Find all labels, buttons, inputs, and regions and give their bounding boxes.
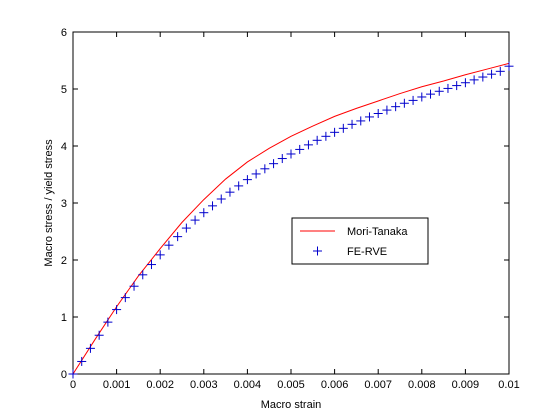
x-tick-label: 0.006 bbox=[321, 379, 349, 391]
legend-box bbox=[291, 217, 429, 265]
y-tick-label: 3 bbox=[61, 198, 67, 210]
data-point-fe-rve bbox=[181, 223, 191, 233]
x-axis-ticks: 0 0.001 0.002 0.003 0.004 0.005 0.006 0.007 0.00… bbox=[70, 32, 520, 391]
legend: Mori-Tanaka FE-RVE bbox=[291, 217, 429, 265]
data-point-fe-rve bbox=[495, 66, 505, 76]
legend-label-fe-rve: FE-RVE bbox=[347, 246, 387, 258]
data-point-fe-rve bbox=[146, 260, 156, 270]
data-point-fe-rve bbox=[277, 154, 287, 164]
data-point-fe-rve bbox=[286, 149, 296, 159]
y-tick-label: 6 bbox=[61, 27, 67, 39]
data-point-fe-rve bbox=[138, 270, 148, 280]
data-point-fe-rve bbox=[487, 69, 497, 79]
data-point-fe-rve bbox=[434, 86, 444, 96]
data-point-fe-rve bbox=[338, 123, 348, 133]
data-point-fe-rve bbox=[443, 83, 453, 93]
y-tick-label: 4 bbox=[61, 141, 67, 153]
data-point-fe-rve bbox=[504, 61, 514, 71]
x-tick-label: 0 bbox=[70, 379, 76, 391]
data-point-fe-rve bbox=[242, 175, 252, 185]
data-point-fe-rve bbox=[269, 159, 279, 169]
data-point-fe-rve bbox=[94, 330, 104, 340]
data-point-fe-rve bbox=[312, 135, 322, 145]
x-tick-label: 0.01 bbox=[498, 379, 519, 391]
data-point-fe-rve bbox=[391, 102, 401, 112]
data-point-fe-rve bbox=[77, 356, 87, 366]
data-point-fe-rve bbox=[347, 119, 357, 129]
data-point-fe-rve bbox=[103, 317, 113, 327]
data-point-fe-rve bbox=[120, 293, 130, 303]
data-point-fe-rve bbox=[225, 187, 235, 197]
data-point-fe-rve bbox=[190, 215, 200, 225]
data-point-fe-rve bbox=[251, 169, 261, 179]
series-markers-fe-rve bbox=[68, 61, 514, 379]
data-point-fe-rve bbox=[452, 81, 462, 91]
plot-area bbox=[72, 31, 510, 375]
series-line-mori-tanaka bbox=[72, 62, 510, 375]
data-point-fe-rve bbox=[260, 164, 270, 174]
y-tick-label: 1 bbox=[61, 312, 67, 324]
data-point-fe-rve bbox=[373, 109, 383, 119]
y-tick-label: 0 bbox=[61, 369, 67, 381]
data-point-fe-rve bbox=[303, 140, 313, 150]
x-tick-label: 0.007 bbox=[364, 379, 392, 391]
x-tick-label: 0.002 bbox=[146, 379, 174, 391]
data-point-fe-rve bbox=[364, 112, 374, 122]
y-axis-label: Macro stress / yield stress bbox=[43, 139, 55, 267]
data-point-fe-rve bbox=[382, 105, 392, 115]
x-tick-label: 0.009 bbox=[452, 379, 480, 391]
y-tick-label: 2 bbox=[61, 255, 67, 267]
data-point-fe-rve bbox=[408, 95, 418, 105]
x-tick-label: 0.003 bbox=[190, 379, 218, 391]
data-point-fe-rve bbox=[321, 131, 331, 141]
data-point-fe-rve bbox=[399, 98, 409, 108]
data-point-fe-rve bbox=[417, 92, 427, 102]
data-point-fe-rve bbox=[173, 232, 183, 242]
data-point-fe-rve bbox=[460, 78, 470, 88]
data-point-fe-rve bbox=[199, 208, 209, 218]
legend-label-mori-tanaka: Mori-Tanaka bbox=[347, 226, 408, 238]
data-point-fe-rve bbox=[164, 240, 174, 250]
data-point-fe-rve bbox=[330, 127, 340, 137]
data-point-fe-rve bbox=[356, 116, 366, 126]
data-point-fe-rve bbox=[129, 281, 139, 291]
data-point-fe-rve bbox=[208, 201, 218, 211]
data-point-fe-rve bbox=[216, 194, 226, 204]
x-tick-label: 0.008 bbox=[408, 379, 436, 391]
data-point-fe-rve bbox=[478, 72, 488, 82]
series-layer bbox=[68, 61, 514, 379]
data-point-fe-rve bbox=[426, 89, 436, 99]
x-tick-label: 0.005 bbox=[277, 379, 305, 391]
data-point-fe-rve bbox=[295, 144, 305, 154]
x-tick-label: 0.004 bbox=[234, 379, 262, 391]
data-point-fe-rve bbox=[112, 305, 122, 315]
data-point-fe-rve bbox=[85, 343, 95, 353]
x-axis-label: Macro strain bbox=[261, 399, 322, 411]
x-tick-label: 0.001 bbox=[103, 379, 131, 391]
data-point-fe-rve bbox=[68, 369, 78, 379]
data-point-fe-rve bbox=[469, 75, 479, 85]
legend-swatch-fe-rve bbox=[313, 246, 322, 256]
y-axis-ticks: 0 1 2 3 4 5 6 bbox=[61, 27, 509, 381]
data-point-fe-rve bbox=[234, 181, 244, 191]
data-point-fe-rve bbox=[155, 250, 165, 260]
y-tick-label: 5 bbox=[61, 84, 67, 96]
